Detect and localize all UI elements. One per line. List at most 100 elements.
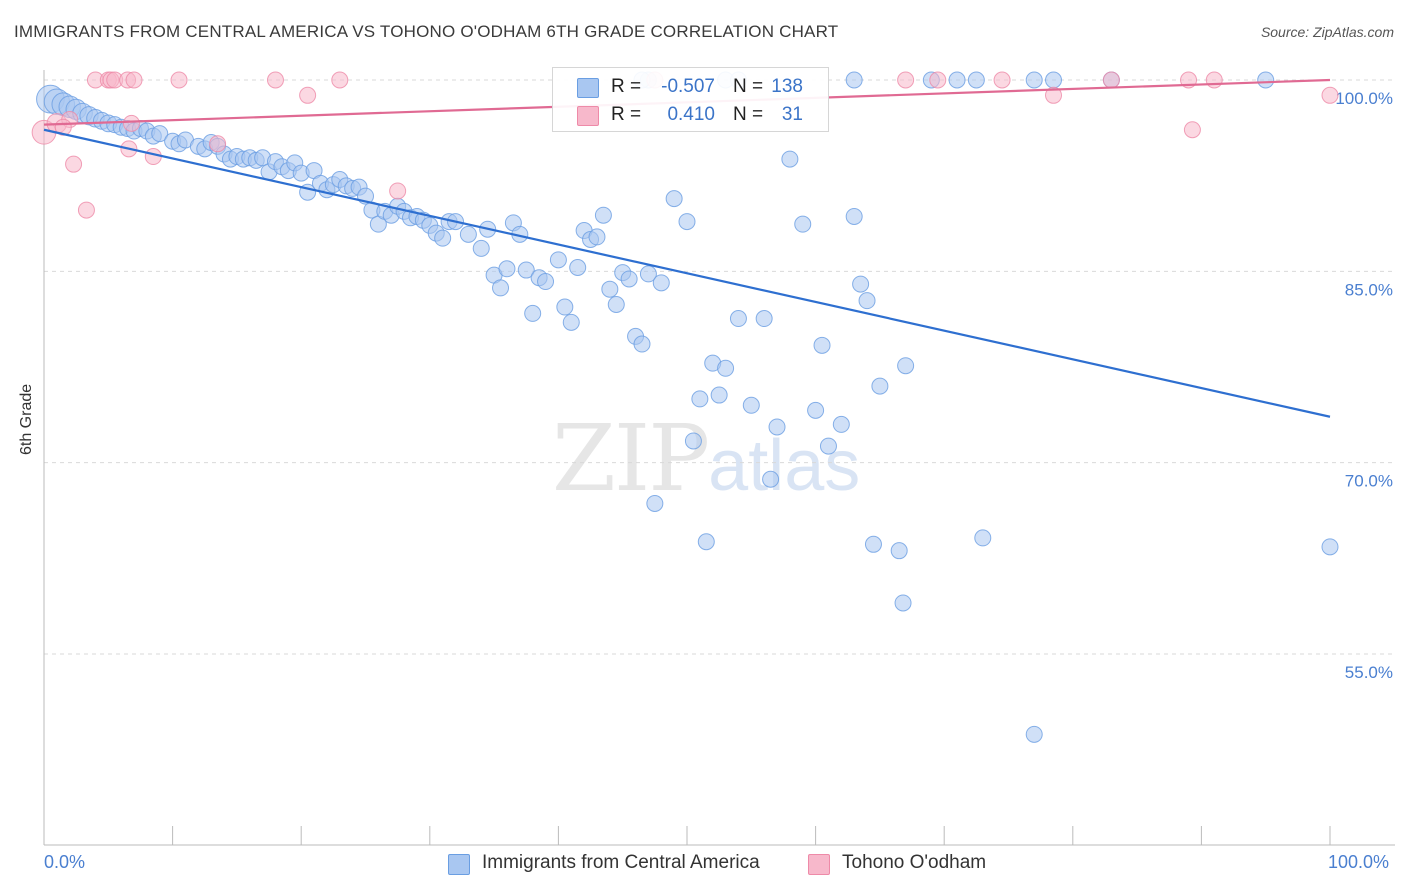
point-central-america [858, 292, 876, 310]
point-central-america [517, 261, 535, 279]
point-central-america [948, 71, 966, 89]
point-central-america [646, 494, 664, 512]
watermark-atlas: atlas [708, 426, 861, 506]
x-axis-max-label: 100.0% [1328, 852, 1390, 872]
chart-title: IMMIGRANTS FROM CENTRAL AMERICA VS TOHON… [14, 22, 839, 41]
point-central-america [594, 206, 612, 224]
n-value: 138 [771, 76, 803, 97]
watermark: ZIPatlas [552, 405, 860, 512]
source-label[interactable]: Source: ZipAtlas.com [1260, 24, 1394, 40]
legend-label: Immigrants from Central America [482, 852, 760, 873]
point-central-america [768, 418, 786, 436]
point-tohono [122, 114, 140, 132]
r-label: R = [611, 104, 642, 125]
point-central-america [717, 359, 735, 377]
point-central-america [762, 470, 780, 488]
point-tohono [266, 71, 284, 89]
point-tohono [144, 148, 162, 166]
point-tohono [209, 135, 227, 153]
point-central-america [845, 71, 863, 89]
point-central-america [562, 313, 580, 331]
point-tohono [929, 71, 947, 89]
point-central-america [1257, 71, 1275, 89]
y-tick-label: 85.0% [1345, 280, 1393, 299]
legend-row-central-america: R = -0.507 N = 138 [553, 73, 828, 101]
point-central-america [813, 336, 831, 354]
point-central-america [807, 401, 825, 419]
point-central-america [151, 125, 169, 143]
point-central-america [781, 150, 799, 168]
n-value: 31 [781, 104, 803, 125]
point-central-america [871, 377, 889, 395]
correlation-legend: R = -0.507 N = 138 R = 0.410 N = 31 [552, 67, 829, 132]
n-label: N = [733, 104, 764, 125]
point-central-america [524, 304, 542, 322]
legend-swatch-pink [808, 854, 830, 875]
point-tohono [897, 71, 915, 89]
point-tohono [993, 71, 1011, 89]
point-central-america [549, 251, 567, 269]
legend-row-tohono: R = 0.410 N = 31 [553, 101, 828, 129]
series-legend: Immigrants from Central America Tohono O… [0, 851, 1406, 879]
point-central-america [974, 529, 992, 547]
point-central-america [492, 279, 510, 297]
point-tohono [1102, 71, 1120, 89]
point-central-america [852, 275, 870, 293]
legend-swatch-blue [448, 854, 470, 875]
y-tick-label: 100.0% [1335, 89, 1393, 108]
point-central-america [967, 71, 985, 89]
point-tohono [299, 86, 317, 104]
point-tohono [125, 71, 143, 89]
point-central-america [633, 335, 651, 353]
point-central-america [1321, 538, 1339, 556]
point-central-america [845, 207, 863, 225]
y-tick-label: 70.0% [1345, 472, 1393, 491]
watermark-zip: ZIP [552, 405, 710, 512]
point-central-america [537, 273, 555, 291]
point-central-america [691, 390, 709, 408]
legend-label: Tohono O'odham [842, 852, 987, 873]
point-central-america [697, 533, 715, 551]
y-tick-label: 55.0% [1345, 663, 1393, 682]
point-central-america [434, 229, 452, 247]
point-central-america [620, 270, 638, 288]
legend-swatch-pink [577, 106, 599, 126]
point-central-america [755, 310, 773, 328]
point-central-america [710, 386, 728, 404]
point-central-america [742, 396, 760, 414]
point-central-america [588, 228, 606, 246]
point-central-america [890, 542, 908, 560]
point-central-america [665, 190, 683, 208]
point-central-america [897, 357, 915, 375]
point-central-america [864, 535, 882, 553]
point-central-america [729, 310, 747, 328]
r-label: R = [611, 76, 642, 97]
point-central-america [639, 265, 657, 283]
trendline-central-america [43, 128, 1331, 418]
point-tohono [1183, 121, 1201, 139]
x-axis-min-label: 0.0% [44, 852, 86, 872]
point-central-america [459, 225, 477, 243]
point-tohono [1321, 86, 1339, 104]
point-central-america [1025, 71, 1043, 89]
point-central-america [1025, 725, 1043, 743]
point-central-america [794, 215, 812, 233]
point-central-america [607, 295, 625, 313]
point-tohono [1045, 86, 1063, 104]
point-central-america [819, 437, 837, 455]
point-central-america [601, 280, 619, 298]
point-central-america [678, 213, 696, 231]
point-tohono [1205, 71, 1223, 89]
point-tohono [65, 155, 83, 173]
point-central-america [832, 415, 850, 433]
point-central-america [498, 260, 516, 278]
point-central-america [556, 298, 574, 316]
point-central-america [569, 259, 587, 277]
point-tohono [331, 71, 349, 89]
point-tohono [389, 182, 407, 200]
legend-swatch-blue [577, 78, 599, 98]
r-value: 0.410 [667, 104, 715, 125]
point-tohono [170, 71, 188, 89]
point-central-america [472, 239, 490, 257]
